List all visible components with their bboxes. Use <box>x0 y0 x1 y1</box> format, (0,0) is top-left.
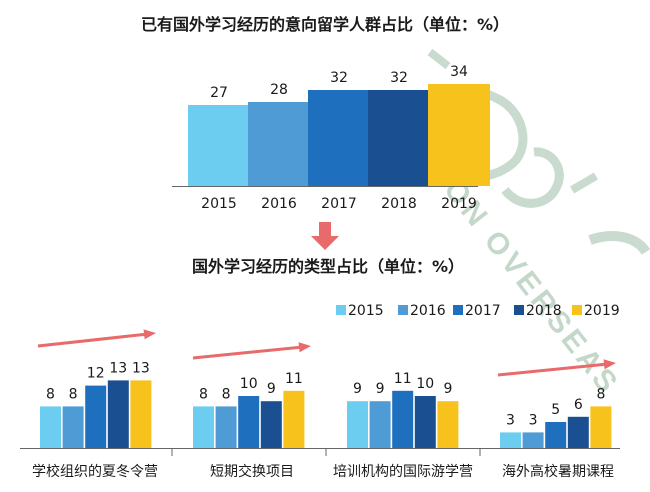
bar-value-label: 3 <box>506 412 515 428</box>
bar-2018 <box>260 401 282 448</box>
top-bar-value-label: 32 <box>390 70 408 86</box>
bar-2015 <box>347 401 368 448</box>
bar-2018 <box>107 380 129 448</box>
legend-label: 2019 <box>584 303 620 319</box>
top-chart-title: 已有国外学习经历的意向留学人群占比（单位：%） <box>141 15 509 34</box>
bar-value-label: 6 <box>574 397 583 413</box>
top-x-tick-label: 2016 <box>261 196 297 212</box>
legend-swatch <box>572 305 582 315</box>
legend-label: 2017 <box>465 303 501 319</box>
legend-swatch <box>453 305 463 315</box>
bar-2015 <box>500 432 521 448</box>
top-bar-value-label: 32 <box>330 70 348 86</box>
bar-2017 <box>85 385 107 448</box>
category-label: 学校组织的夏冬令营 <box>32 463 158 480</box>
trend-arrow-icon <box>192 342 311 360</box>
legend-label: 2016 <box>410 303 446 319</box>
bar-value-label: 3 <box>529 412 538 428</box>
bar-2019 <box>283 390 305 448</box>
bar-2019 <box>130 380 152 448</box>
bar-value-label: 11 <box>285 371 303 387</box>
legend-swatch <box>336 305 346 315</box>
bottom-chart-title: 国外学习经历的类型占比（单位：%） <box>192 257 464 276</box>
trend-arrow-icon <box>497 359 616 377</box>
top-bar-2017 <box>308 90 370 186</box>
down-arrow-icon <box>311 222 339 250</box>
watermark-logo <box>427 48 650 256</box>
top-x-tick-label: 2019 <box>441 196 477 212</box>
bar-value-label: 8 <box>199 386 208 402</box>
top-x-tick-label: 2017 <box>321 196 357 212</box>
bar-value-label: 9 <box>376 381 385 397</box>
top-bar-chart: 27 2015 28 2016 32 2017 32 2018 34 2019 <box>172 64 490 212</box>
top-bar-value-label: 27 <box>210 85 228 101</box>
bar-2015 <box>193 406 214 448</box>
bar-2015 <box>40 406 61 448</box>
bar-value-label: 8 <box>46 386 55 402</box>
bar-2018 <box>567 416 589 448</box>
bar-2016 <box>522 432 544 448</box>
bar-value-label: 12 <box>87 366 105 382</box>
bar-2019 <box>590 406 612 448</box>
bar-2018 <box>414 396 436 448</box>
category-label: 海外高校暑期课程 <box>502 463 614 480</box>
bar-value-label: 13 <box>132 360 150 376</box>
legend-swatch <box>398 305 408 315</box>
bar-2016 <box>62 406 84 448</box>
top-bar-2018 <box>368 90 430 186</box>
bar-2017 <box>545 422 567 448</box>
top-x-tick-label: 2015 <box>201 196 237 212</box>
bar-value-label: 5 <box>551 402 560 418</box>
bar-2017 <box>238 396 260 448</box>
top-bar-2019 <box>428 84 490 186</box>
bar-value-label: 10 <box>416 376 434 392</box>
bar-2016 <box>369 401 391 448</box>
bar-2016 <box>215 406 237 448</box>
bar-value-label: 9 <box>267 381 276 397</box>
top-bar-value-label: 28 <box>270 82 288 98</box>
category-label: 培训机构的国际游学营 <box>333 464 473 480</box>
trend-arrow-icon <box>37 329 156 348</box>
top-bar-value-label: 34 <box>450 64 468 80</box>
bar-value-label: 9 <box>443 381 452 397</box>
bar-value-label: 10 <box>240 376 258 392</box>
legend-swatch <box>514 305 524 315</box>
legend-label: 2018 <box>526 303 562 319</box>
legend: 2015 2016 2017 2018 2019 <box>336 303 620 319</box>
top-x-tick-label: 2018 <box>381 196 417 212</box>
bar-2019 <box>437 401 459 448</box>
bar-value-label: 11 <box>394 371 412 387</box>
legend-label: 2015 <box>348 303 384 319</box>
bar-value-label: 8 <box>69 386 78 402</box>
top-bar-2016 <box>248 102 310 186</box>
top-bar-2015 <box>188 105 250 186</box>
bar-value-label: 8 <box>222 386 231 402</box>
bar-value-label: 13 <box>109 360 127 376</box>
bar-value-label: 8 <box>596 386 605 402</box>
bar-value-label: 9 <box>353 381 362 397</box>
category-label: 短期交换项目 <box>210 463 294 480</box>
bar-2017 <box>392 390 414 448</box>
